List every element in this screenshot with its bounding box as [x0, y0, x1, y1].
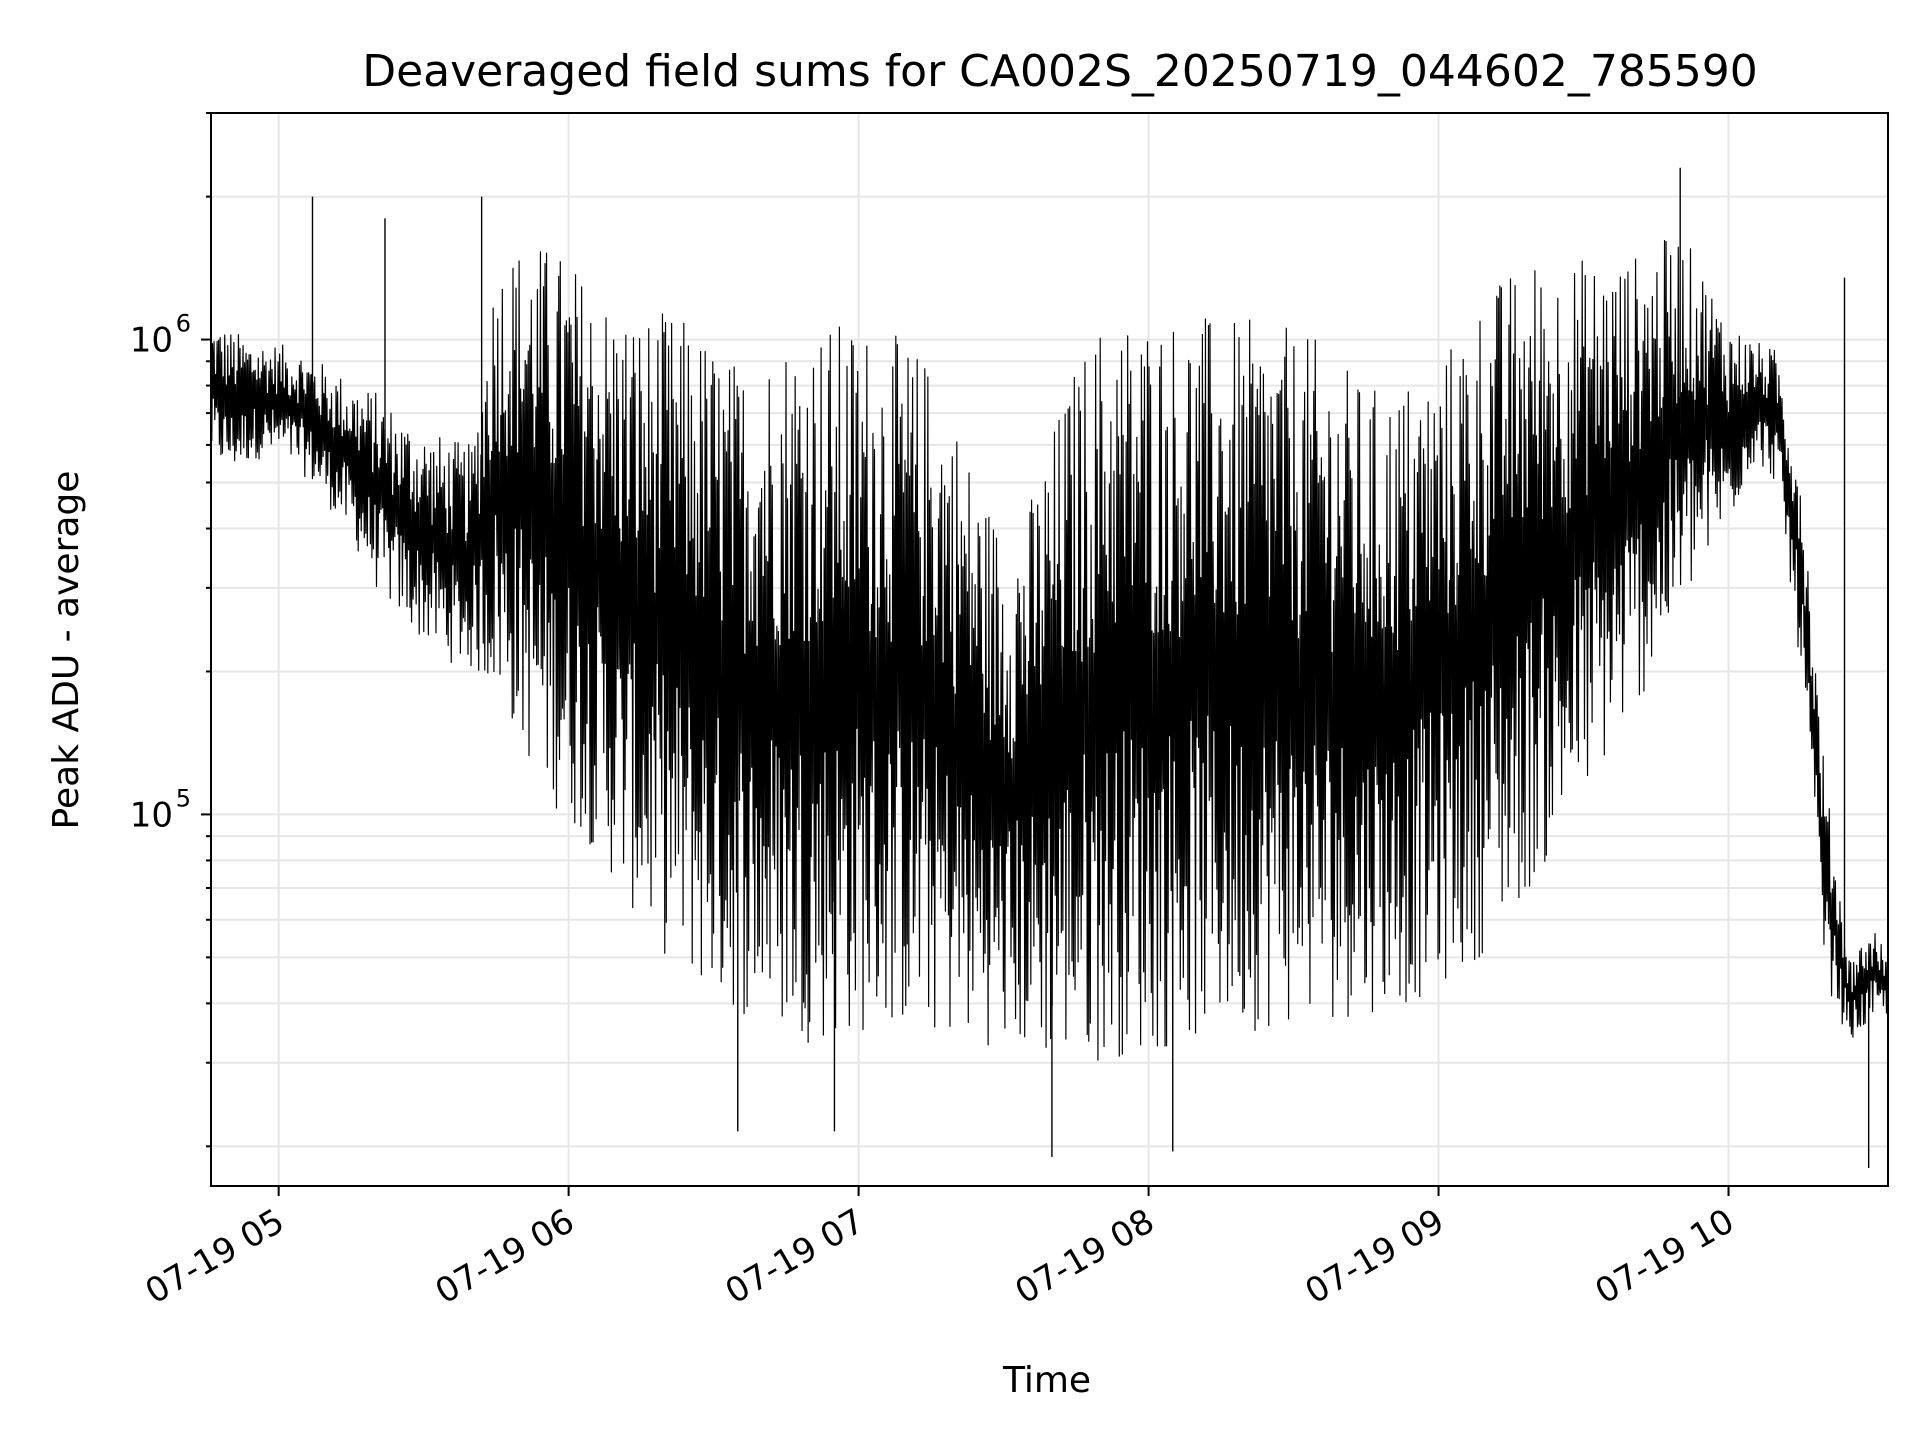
- y-tick-base: 10: [130, 321, 173, 361]
- y-tick-exponent: 5: [176, 784, 191, 812]
- x-tick-label: 07-19 08: [1009, 1201, 1161, 1312]
- x-tick-label: 07-19 06: [429, 1201, 581, 1312]
- plot-frame: [210, 112, 1889, 1187]
- x-tick-label: 07-19 10: [1589, 1201, 1741, 1312]
- y-axis-label: Peak ADU - average: [46, 471, 87, 830]
- x-tick-label: 07-19 07: [719, 1201, 871, 1312]
- x-axis: 07-19 05 07-19 06 07-19 07 07-19 08 07-19 09…: [139, 1186, 1741, 1312]
- series-group: [210, 167, 1889, 1169]
- x-tick-label: 07-19 05: [139, 1201, 291, 1312]
- y-tick-label: 10: [130, 321, 173, 361]
- series-line: [210, 239, 1889, 1061]
- chart-title: Deaveraged field sums for CA002S_2025071…: [362, 46, 1758, 97]
- x-axis-label: Time: [1002, 1360, 1091, 1401]
- x-tick-label: 07-19 09: [1299, 1201, 1451, 1312]
- y-tick-exponent: 6: [176, 310, 191, 338]
- y-tick-label: 10: [130, 795, 173, 835]
- y-tick-base: 10: [130, 795, 173, 835]
